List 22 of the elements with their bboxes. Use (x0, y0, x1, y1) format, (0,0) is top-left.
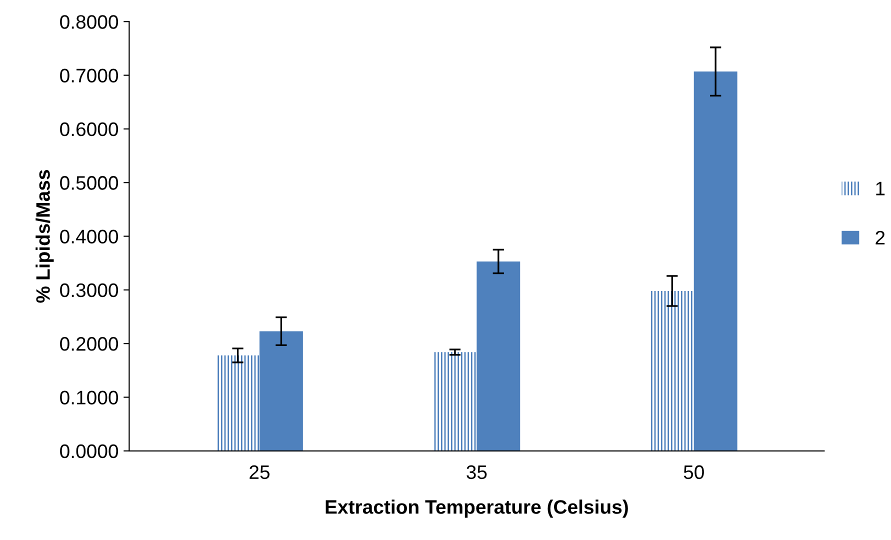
legend-label: 1 (876, 182, 885, 196)
y-tick-label: 0.3000 (60, 283, 118, 298)
y-tick-label: 0.7000 (60, 68, 118, 82)
y-tick-label: 0.0000 (60, 444, 118, 458)
y-tick-label: 0.5000 (60, 176, 118, 190)
y-tick-label: 0.8000 (60, 15, 118, 29)
bar (260, 331, 303, 451)
bar (476, 261, 520, 451)
x-axis-title: Extraction Temperature (Celsius) (326, 500, 628, 518)
y-tick-label: 0.1000 (60, 390, 118, 404)
y-tick-label: 0.2000 (60, 337, 118, 351)
y-axis-title: % Lipids/Mass (36, 170, 54, 303)
bar (433, 352, 477, 451)
legend-label: 2 (876, 230, 885, 244)
x-tick-label: 50 (684, 465, 704, 480)
y-tick-label: 0.6000 (60, 122, 118, 136)
x-tick-label: 25 (250, 465, 270, 480)
x-tick-label: 35 (466, 465, 487, 480)
y-tick-label: 0.4000 (60, 230, 118, 244)
bar (694, 72, 738, 451)
bar (216, 355, 260, 451)
bar (650, 290, 694, 451)
